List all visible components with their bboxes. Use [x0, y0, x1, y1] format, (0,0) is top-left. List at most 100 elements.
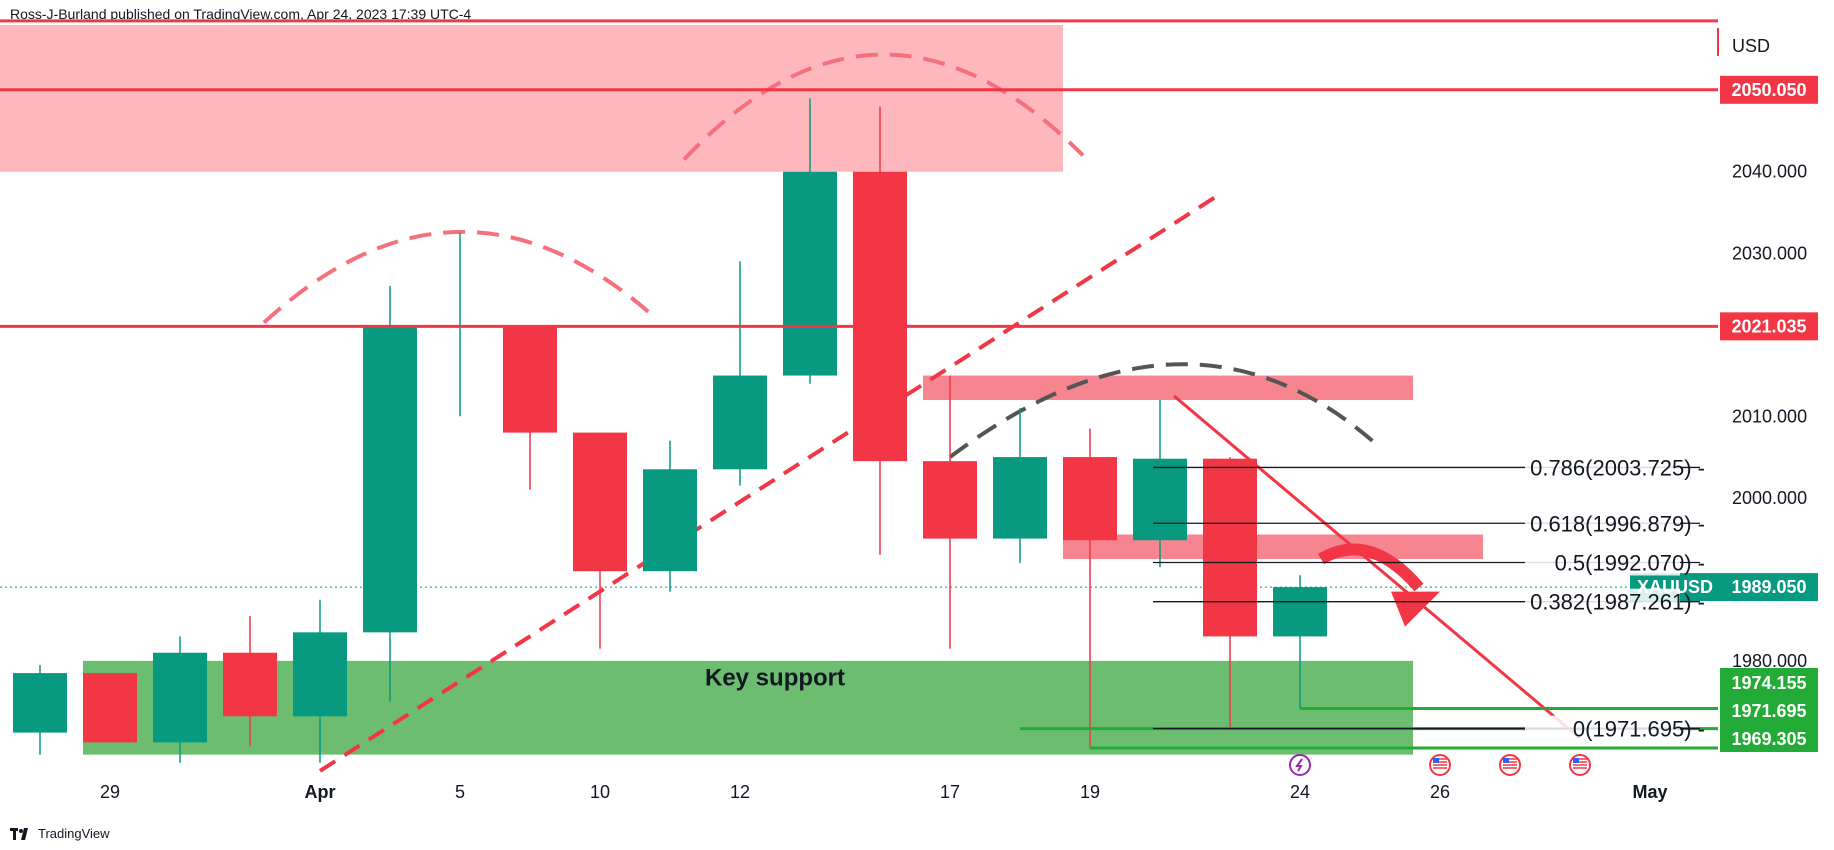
- rising-trendline: [318, 190, 1225, 773]
- currency-label: USD: [1732, 36, 1770, 56]
- time-tick: 17: [940, 782, 960, 802]
- fib-label-bg: [1525, 588, 1680, 615]
- fib-label-bg: [1525, 549, 1680, 576]
- us-economic-event-icon: [1569, 754, 1591, 776]
- price-axis[interactable]: 2040.000 2030.000 2010.000 2000.000 1980.000: [1732, 162, 1807, 671]
- time-tick: 5: [455, 782, 465, 802]
- support-tag: 1974.155: [1731, 673, 1806, 693]
- candle: [223, 616, 277, 747]
- candle: [853, 106, 907, 555]
- fib-label: 0.382(1987.261) -: [1530, 590, 1705, 615]
- us-economic-event-icon: [1429, 754, 1451, 776]
- candle: [1203, 457, 1257, 729]
- candle: [713, 261, 767, 486]
- dividend-event-icon: [1289, 754, 1311, 776]
- candle-body: [223, 652, 277, 717]
- price-tick: 2010.000: [1732, 406, 1807, 426]
- candle: [783, 98, 837, 384]
- price-tag-bg: [1720, 312, 1818, 341]
- candle-body: [713, 375, 767, 470]
- fib-label: 0.786(2003.725) -: [1530, 455, 1705, 480]
- price-tag: 2021.035: [1731, 316, 1806, 336]
- time-tick: 19: [1080, 782, 1100, 802]
- left-shoulder-arc: [262, 229, 658, 325]
- candle: [1133, 400, 1187, 568]
- price-tick: 2000.000: [1732, 488, 1807, 508]
- fib-label: 0(1971.695) -: [1573, 717, 1705, 742]
- price-tag-bg: [1720, 75, 1818, 104]
- tradingview-logo-icon: [10, 827, 28, 840]
- key-support-label: Key support: [705, 664, 845, 691]
- candle: [923, 375, 977, 649]
- lightning-icon: [1295, 758, 1303, 772]
- drawings-layer: Key support: [0, 52, 1718, 773]
- events-layer: [1289, 754, 1591, 776]
- price-tick: 2040.000: [1732, 162, 1807, 182]
- flag-canton: [1503, 758, 1509, 763]
- fib-label-bg: [1525, 510, 1680, 537]
- candle: [83, 673, 137, 743]
- candle-body: [503, 325, 557, 433]
- zone-resistance-top: [0, 25, 1063, 172]
- time-tick: 12: [730, 782, 750, 802]
- time-tick: Apr: [305, 782, 336, 802]
- support-tag: 1971.695: [1731, 701, 1806, 721]
- candle-body: [1133, 458, 1187, 541]
- time-axis[interactable]: 29 Apr 5 10 12 17 19 24 26 May: [100, 782, 1668, 802]
- time-tick: May: [1632, 782, 1667, 802]
- brand-name: TradingView: [38, 826, 110, 841]
- time-tick: 29: [100, 782, 120, 802]
- zone-resistance-low: [1063, 534, 1483, 559]
- candle: [503, 325, 557, 490]
- candle-body: [783, 171, 837, 376]
- candle-body: [1203, 458, 1257, 637]
- candle-body: [13, 673, 67, 733]
- candle-body: [573, 432, 627, 572]
- fib-label-bg: [1525, 454, 1680, 481]
- candles-layer: [13, 98, 1327, 763]
- last-price-tag-bg: [1720, 573, 1818, 602]
- support-tag: 1969.305: [1731, 729, 1806, 749]
- tradingview-footer: TradingView: [10, 826, 110, 841]
- candle: [293, 599, 347, 763]
- flag-canton: [1433, 758, 1439, 763]
- head-arc: [682, 52, 1085, 161]
- time-tick: 10: [590, 782, 610, 802]
- candle-body: [293, 632, 347, 717]
- zone-resistance-mid: [923, 375, 1413, 400]
- candle-body: [853, 171, 907, 462]
- candle-body: [153, 652, 207, 743]
- falling-trendline: [1173, 394, 1581, 740]
- candle-body: [363, 326, 417, 633]
- candle-body: [643, 469, 697, 572]
- fib-label-bg: [1525, 715, 1680, 742]
- fib-label: 0.5(1992.070) -: [1555, 550, 1705, 575]
- down-arrow-head: [1391, 591, 1440, 627]
- flag-canton: [1573, 758, 1579, 763]
- fib-label: 0.618(1996.879) -: [1530, 511, 1705, 536]
- price-lines-layer: 2050.050 2021.035 1974.155 1971.695 1969.305…: [0, 19, 1818, 752]
- us-economic-event-icon: [1499, 754, 1521, 776]
- fibonacci-layer: 0.786(2003.725) - 0.618(1996.879) - 0.5(19…: [1153, 454, 1705, 742]
- candle-body: [1063, 457, 1117, 541]
- support-tag-bg: [1720, 724, 1818, 752]
- candle: [643, 440, 697, 592]
- publisher-caption: Ross-J-Burland published on TradingView.…: [10, 6, 472, 22]
- time-tick: 24: [1290, 782, 1310, 802]
- price-tick: 1980.000: [1732, 651, 1807, 671]
- support-tag-bg: [1720, 696, 1818, 724]
- price-tick: 2030.000: [1732, 243, 1807, 263]
- support-tag-bg: [1720, 668, 1818, 696]
- candle: [433, 232, 487, 417]
- candle: [573, 432, 627, 649]
- right-shoulder-arc: [948, 362, 1379, 459]
- candle: [13, 664, 67, 755]
- candle: [153, 636, 207, 763]
- candle-body: [83, 673, 137, 743]
- last-price-tag: 1989.050: [1731, 577, 1806, 597]
- price-tag: 2050.050: [1731, 80, 1806, 100]
- down-arrow-curve: [1317, 543, 1424, 592]
- candle: [1063, 428, 1117, 749]
- time-tick: 26: [1430, 782, 1450, 802]
